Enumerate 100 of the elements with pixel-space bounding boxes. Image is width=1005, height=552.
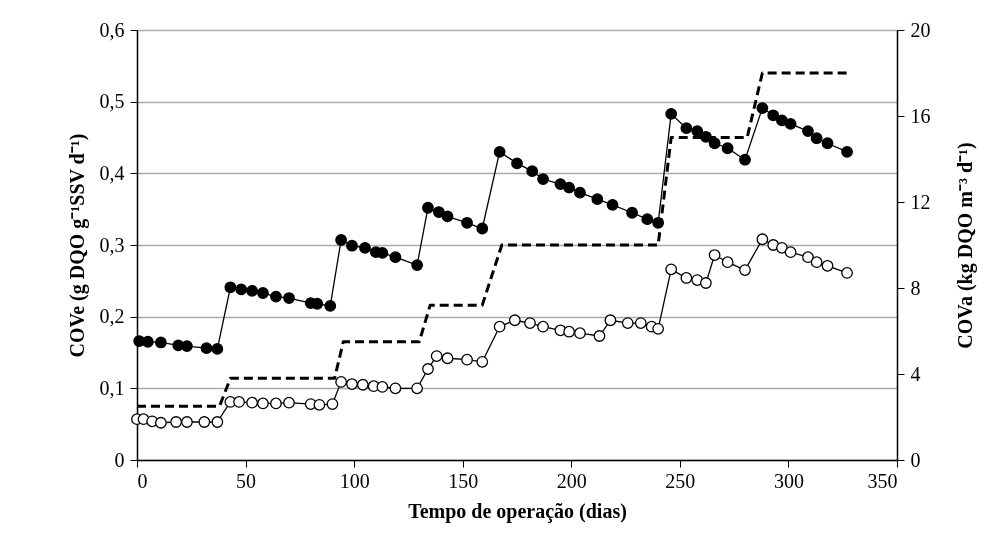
point xyxy=(154,416,167,429)
point xyxy=(422,363,434,375)
x-tick-label: 0 xyxy=(137,469,148,492)
point xyxy=(721,142,734,155)
point xyxy=(563,325,576,338)
point xyxy=(756,102,769,114)
point xyxy=(476,355,489,368)
point xyxy=(526,165,539,178)
point xyxy=(335,234,348,246)
point xyxy=(257,287,269,299)
point xyxy=(154,336,167,349)
point xyxy=(432,206,445,218)
point xyxy=(652,322,665,335)
point xyxy=(776,114,788,127)
point xyxy=(211,416,224,428)
point xyxy=(721,256,734,269)
point xyxy=(739,153,751,166)
point xyxy=(493,145,506,158)
point xyxy=(665,107,678,120)
point xyxy=(621,317,634,329)
point xyxy=(270,290,282,303)
y-axis-title: COVe (g DQO g⁻¹SSV d⁻¹) xyxy=(65,133,89,358)
point xyxy=(246,396,258,409)
point xyxy=(389,382,402,395)
point xyxy=(680,272,693,284)
point xyxy=(389,251,402,264)
point xyxy=(270,397,282,410)
y-tick-label: 0 xyxy=(114,448,125,471)
point xyxy=(441,210,454,223)
point xyxy=(224,281,237,294)
point xyxy=(593,330,606,342)
x-tick-label: 150 xyxy=(448,469,479,492)
point xyxy=(784,246,797,259)
point xyxy=(359,241,371,254)
point xyxy=(626,206,638,219)
y-tick-label: 0,3 xyxy=(99,233,125,256)
point xyxy=(691,125,704,137)
point xyxy=(313,398,326,411)
point xyxy=(508,314,521,327)
point xyxy=(376,381,389,393)
point xyxy=(283,292,295,304)
x-tick-label: 50 xyxy=(236,469,257,492)
point xyxy=(680,122,693,135)
point xyxy=(430,350,443,362)
y2-tick-label: 0 xyxy=(910,448,921,471)
point xyxy=(591,193,604,206)
point xyxy=(574,186,586,199)
point xyxy=(211,343,224,355)
point xyxy=(524,317,536,329)
point xyxy=(604,314,617,327)
point xyxy=(563,181,576,194)
point xyxy=(246,284,258,297)
point xyxy=(739,264,751,276)
point xyxy=(422,201,434,214)
x-tick-label: 350 xyxy=(867,469,898,492)
point xyxy=(756,233,769,246)
point xyxy=(326,398,339,410)
point xyxy=(411,259,424,271)
y2-tick-label: 4 xyxy=(910,362,921,385)
y-tick-label: 0,2 xyxy=(99,305,125,328)
point xyxy=(708,137,721,150)
y-tick-label: 0,4 xyxy=(99,161,125,184)
y2-tick-label: 8 xyxy=(910,276,921,299)
point xyxy=(356,378,369,391)
y2-axis-title: COVa (kg DQO m⁻³ d⁻¹) xyxy=(953,142,977,349)
point xyxy=(841,145,853,158)
point xyxy=(198,416,211,428)
x-tick-label: 200 xyxy=(556,469,587,492)
point xyxy=(335,376,348,388)
point xyxy=(170,416,182,428)
point xyxy=(700,277,712,289)
point xyxy=(283,396,295,409)
y2-tick-label: 16 xyxy=(910,104,931,127)
point xyxy=(511,157,523,170)
x-tick-label: 300 xyxy=(773,469,804,492)
point xyxy=(841,267,853,279)
point xyxy=(802,251,814,264)
x-axis-title: Tempo de operação (dias) xyxy=(408,499,627,523)
y2-tick-label: 12 xyxy=(910,190,931,213)
point xyxy=(634,317,647,329)
point xyxy=(476,222,489,235)
point xyxy=(708,249,721,261)
x-tick-label: 250 xyxy=(665,469,696,492)
point xyxy=(346,239,358,252)
point xyxy=(810,132,823,145)
point xyxy=(181,416,193,428)
point xyxy=(606,198,619,211)
y-tick-label: 0,5 xyxy=(99,90,125,113)
point xyxy=(821,137,834,150)
point xyxy=(810,256,823,269)
point xyxy=(821,259,834,272)
point xyxy=(493,320,506,333)
y-tick-label: 0,6 xyxy=(99,18,125,41)
point xyxy=(235,283,248,296)
point xyxy=(441,352,454,365)
x-tick-label: 100 xyxy=(339,469,370,492)
point xyxy=(767,109,780,122)
point xyxy=(537,173,549,185)
point xyxy=(784,118,797,130)
point xyxy=(574,327,586,340)
